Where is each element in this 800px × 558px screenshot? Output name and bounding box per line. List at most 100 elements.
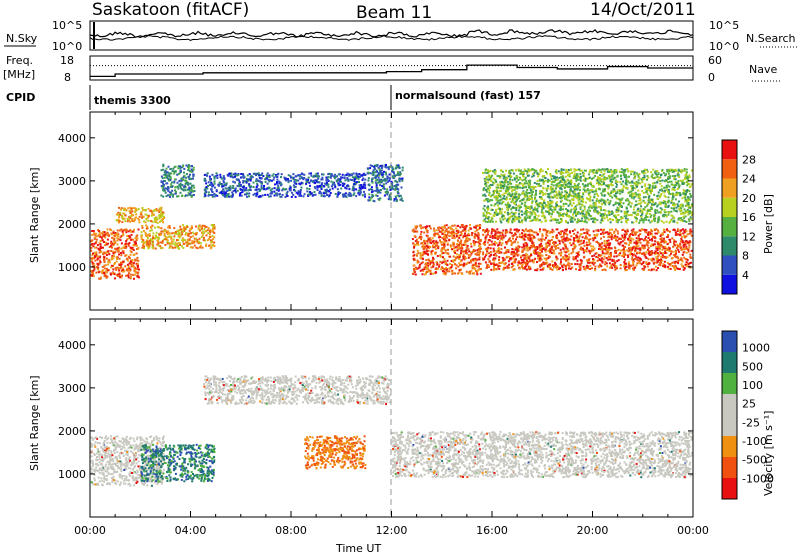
scatter-cell xyxy=(447,260,449,262)
scatter-cell xyxy=(521,259,523,261)
scatter-cell xyxy=(299,194,301,196)
scatter-cell xyxy=(177,182,179,184)
scatter-cell xyxy=(110,273,112,275)
scatter-cell xyxy=(478,237,480,239)
scatter-cell xyxy=(91,234,93,236)
scatter-cell xyxy=(124,245,126,247)
scatter-cell xyxy=(648,237,650,239)
scatter-cell xyxy=(588,234,590,236)
scatter-cell xyxy=(420,231,422,233)
scatter-cell xyxy=(228,193,230,195)
scatter-cell xyxy=(595,229,597,231)
scatter-cell xyxy=(458,237,460,239)
scatter-cell xyxy=(91,230,93,232)
scatter-cell xyxy=(586,229,588,231)
scatter-cell xyxy=(613,172,615,174)
scatter-cell xyxy=(174,233,176,235)
scatter-cell xyxy=(686,169,688,171)
scatter-cell xyxy=(371,180,373,182)
nsky-trace xyxy=(90,30,693,37)
scatter-cell xyxy=(552,229,554,231)
scatter-cell xyxy=(102,247,104,249)
scatter-cell xyxy=(669,241,671,243)
scatter-cell xyxy=(437,247,439,249)
scatter-cell xyxy=(170,236,172,238)
scatter-cell xyxy=(648,247,650,249)
scatter-cell xyxy=(580,240,582,242)
scatter-cell xyxy=(110,250,112,252)
scatter-cell xyxy=(190,246,192,248)
scatter-cell xyxy=(623,251,625,253)
scatter-cell xyxy=(514,261,516,263)
scatter-cell xyxy=(317,189,319,191)
scatter-cell xyxy=(157,242,159,244)
scatter-cell xyxy=(346,174,348,176)
scatter-cell xyxy=(130,274,132,276)
scatter-cell xyxy=(330,192,332,194)
scatter-cell xyxy=(214,228,216,230)
scatter-cell xyxy=(609,218,611,220)
scatter-cell xyxy=(451,231,453,233)
scatter-cell xyxy=(438,266,440,268)
scatter-cell xyxy=(305,178,307,180)
scatter-cell xyxy=(501,232,503,234)
scatter-cell xyxy=(435,240,437,242)
scatter-cell xyxy=(132,274,134,276)
scatter-cell xyxy=(556,237,558,239)
scatter-cell xyxy=(635,220,637,222)
scatter-cell xyxy=(586,237,588,239)
scatter-cell xyxy=(611,259,613,261)
scatter-cell xyxy=(114,248,116,250)
scatter-cell xyxy=(137,266,139,268)
scatter-cell xyxy=(522,264,524,266)
scatter-cell xyxy=(248,193,250,195)
scatter-cell xyxy=(460,269,462,271)
scatter-cell xyxy=(182,165,184,167)
scatter-cell xyxy=(162,240,164,242)
scatter-cell xyxy=(615,186,617,188)
scatter-cell xyxy=(638,235,640,237)
scatter-cell xyxy=(173,173,175,175)
scatter-cell xyxy=(636,231,638,233)
scatter-cell xyxy=(109,261,111,263)
scatter-cell xyxy=(531,246,533,248)
scatter-cell xyxy=(166,171,168,173)
scatter-cell xyxy=(488,261,490,263)
scatter-cell xyxy=(401,180,403,182)
scatter-cell xyxy=(534,269,536,271)
scatter-cell xyxy=(657,252,659,254)
scatter-cell xyxy=(298,190,300,192)
scatter-cell xyxy=(566,234,568,236)
scatter-cell xyxy=(191,195,193,197)
scatter-cell xyxy=(439,264,441,266)
scatter-cell xyxy=(673,242,675,244)
scatter-cell xyxy=(467,245,469,247)
scatter-cell xyxy=(549,206,551,208)
scatter-cell xyxy=(364,196,366,198)
scatter-cell xyxy=(617,230,619,232)
scatter-cell xyxy=(476,273,478,275)
scatter-cell xyxy=(399,167,401,169)
scatter-cell xyxy=(372,171,374,173)
scatter-cell xyxy=(451,264,453,266)
scatter-cell xyxy=(130,276,132,278)
scatter-cell xyxy=(343,195,345,197)
scatter-cell xyxy=(171,181,173,183)
scatter-cell xyxy=(106,271,108,273)
scatter-cell xyxy=(536,253,538,255)
scatter-cell xyxy=(91,275,93,277)
scatter-cell xyxy=(543,247,545,249)
scatter-cell xyxy=(117,247,119,249)
scatter-cell xyxy=(93,275,95,277)
scatter-cell xyxy=(131,219,133,221)
scatter-cell xyxy=(676,267,678,269)
scatter-cell xyxy=(195,226,197,228)
scatter-cell xyxy=(360,188,362,190)
scatter-cell xyxy=(308,194,310,196)
scatter-cell xyxy=(102,269,104,271)
scatter-cell xyxy=(202,235,204,237)
scatter-cell xyxy=(322,179,324,181)
scatter-cell xyxy=(577,260,579,262)
scatter-cell xyxy=(509,231,511,233)
scatter-cell xyxy=(687,233,689,235)
